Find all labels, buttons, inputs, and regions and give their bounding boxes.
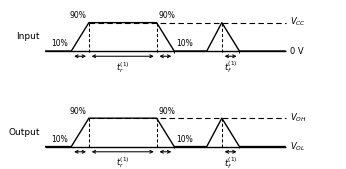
Text: $V_{CC}$: $V_{CC}$ bbox=[290, 16, 306, 28]
Text: 10%: 10% bbox=[176, 39, 193, 48]
Text: 90%: 90% bbox=[158, 107, 175, 116]
Text: 10%: 10% bbox=[52, 39, 68, 48]
Text: 90%: 90% bbox=[70, 11, 87, 20]
Text: Output: Output bbox=[8, 128, 40, 137]
Text: $V_{OH}$: $V_{OH}$ bbox=[290, 111, 306, 124]
Text: $t_r^{(1)}$: $t_r^{(1)}$ bbox=[116, 60, 130, 75]
Text: $t_f^{(1)}$: $t_f^{(1)}$ bbox=[224, 60, 237, 75]
Text: $t_f^{(1)}$: $t_f^{(1)}$ bbox=[224, 155, 237, 169]
Text: 10%: 10% bbox=[52, 135, 68, 144]
Text: 90%: 90% bbox=[70, 107, 87, 116]
Text: $t_r^{(1)}$: $t_r^{(1)}$ bbox=[116, 155, 130, 169]
Text: Input: Input bbox=[17, 32, 40, 41]
Text: 0 V: 0 V bbox=[290, 46, 303, 55]
Text: 90%: 90% bbox=[158, 11, 175, 20]
Text: 10%: 10% bbox=[176, 135, 193, 144]
Text: $V_{OL}$: $V_{OL}$ bbox=[290, 140, 305, 153]
